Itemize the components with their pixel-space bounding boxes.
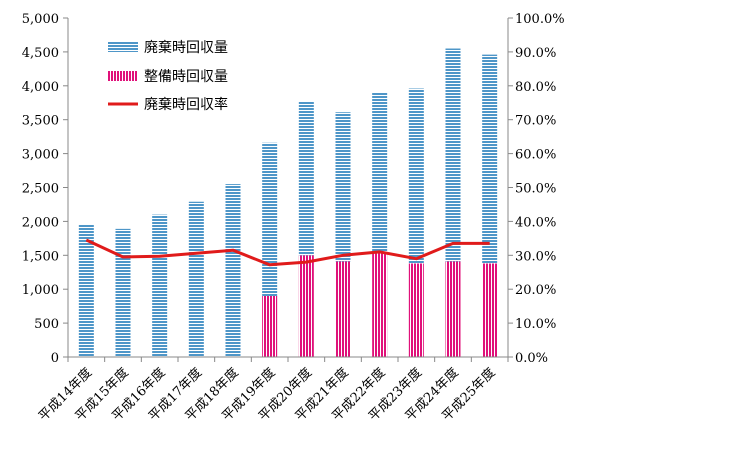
y-right-tick-label: 40.0% — [515, 215, 556, 230]
bar-haiki-11 — [445, 48, 461, 262]
legend-swatch-haiki — [108, 42, 138, 52]
bar-haiki-4 — [188, 201, 204, 357]
legend-label: 廃棄時回収率 — [144, 96, 228, 113]
legend-label: 整備時回収量 — [144, 69, 228, 85]
bar-seibi-10 — [408, 263, 424, 357]
y-left-tick-label: 4,000 — [22, 80, 59, 95]
bar-seibi-11 — [445, 261, 461, 357]
y-left-tick-label: 5,000 — [22, 12, 59, 27]
bar-seibi-7 — [298, 255, 314, 357]
bar-haiki-9 — [372, 92, 388, 254]
y-left-tick-label: 4,500 — [22, 46, 59, 61]
bar-haiki-2 — [115, 228, 131, 357]
bar-haiki-1 — [78, 224, 94, 357]
y-left-tick-label: 2,500 — [22, 182, 59, 197]
bar-haiki-12 — [482, 54, 498, 264]
bar-seibi-9 — [372, 253, 388, 357]
y-left-tick-label: 2,000 — [22, 215, 59, 230]
y-right-tick-label: 50.0% — [515, 182, 556, 197]
bar-seibi-12 — [482, 263, 498, 357]
y-right-tick-label: 30.0% — [515, 249, 556, 264]
y-right-tick-label: 70.0% — [515, 114, 556, 129]
y-left-tick-label: 1,000 — [22, 283, 59, 298]
bar-seibi-8 — [335, 261, 351, 357]
y-left-tick-label: 500 — [34, 317, 59, 332]
y-right-tick-label: 60.0% — [515, 148, 556, 163]
y-right-tick-label: 80.0% — [515, 80, 556, 95]
y-right-tick-label: 10.0% — [515, 317, 556, 332]
y-left-tick-label: 3,500 — [22, 114, 59, 129]
y-right-tick-label: 0.0% — [515, 351, 548, 366]
bar-haiki-10 — [408, 88, 424, 264]
legend-label: 廃棄時回収量 — [144, 39, 228, 56]
bar-haiki-8 — [335, 112, 351, 262]
y-left-tick-label: 0 — [51, 351, 59, 366]
bar-haiki-7 — [298, 101, 314, 256]
legend-swatch-seibi — [108, 71, 138, 81]
bar-haiki-6 — [262, 142, 278, 296]
y-right-tick-label: 100.0% — [515, 12, 565, 27]
bar-haiki-5 — [225, 184, 241, 357]
line-haiki-rate — [85, 238, 490, 267]
bar-seibi-6 — [262, 295, 278, 357]
y-right-tick-label: 20.0% — [515, 283, 556, 298]
plot-area — [78, 48, 498, 357]
bar-haiki-3 — [152, 214, 168, 357]
y-left-tick-label: 1,500 — [22, 249, 59, 264]
y-left-tick-label: 3,000 — [22, 148, 59, 163]
y-right-tick-label: 90.0% — [515, 46, 556, 61]
